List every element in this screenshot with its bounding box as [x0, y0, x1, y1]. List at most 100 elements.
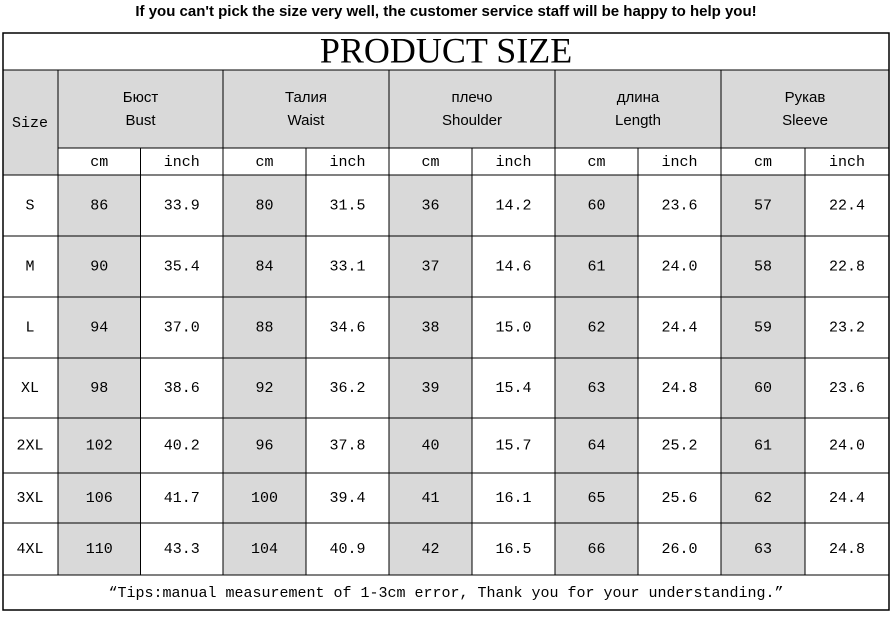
cm-column-bg: [223, 175, 306, 575]
value-cell: 39.4: [329, 490, 365, 507]
value-cell: 40: [421, 437, 439, 454]
value-cell: 38.6: [164, 380, 200, 397]
value-cell: 60: [587, 197, 605, 214]
value-cell: 40.2: [164, 437, 200, 454]
value-cell: 36: [421, 197, 439, 214]
value-cell: 24.4: [829, 490, 865, 507]
value-cell: 63: [754, 541, 772, 558]
value-cell: 66: [587, 541, 605, 558]
value-cell: 98: [90, 380, 108, 397]
group-header-bg: [721, 70, 889, 148]
title: PRODUCT SIZE: [320, 30, 572, 70]
value-cell: 15.4: [495, 380, 531, 397]
value-cell: 65: [587, 490, 605, 507]
size-label: Size: [12, 115, 48, 132]
unit-label: cm: [90, 154, 108, 171]
size-cell: S: [25, 197, 34, 214]
value-cell: 37.0: [164, 319, 200, 336]
column-en: Waist: [288, 112, 326, 129]
value-cell: 33.1: [329, 258, 365, 275]
column-en: Length: [615, 112, 661, 129]
value-cell: 37: [421, 258, 439, 275]
value-cell: 24.4: [661, 319, 697, 336]
unit-label: inch: [495, 154, 531, 171]
value-cell: 38: [421, 319, 439, 336]
group-header-bg: [389, 70, 555, 148]
column-en: Bust: [125, 112, 156, 129]
value-cell: 14.6: [495, 258, 531, 275]
value-cell: 43.3: [164, 541, 200, 558]
value-cell: 106: [86, 490, 113, 507]
cm-column-bg: [721, 175, 805, 575]
value-cell: 25.6: [661, 490, 697, 507]
value-cell: 24.8: [829, 541, 865, 558]
value-cell: 64: [587, 437, 605, 454]
unit-label: inch: [661, 154, 697, 171]
group-header-bg: [58, 70, 223, 148]
size-cell: 2XL: [16, 437, 43, 454]
value-cell: 62: [754, 490, 772, 507]
value-cell: 80: [255, 197, 273, 214]
column-ru: плечо: [452, 89, 493, 106]
value-cell: 57: [754, 197, 772, 214]
value-cell: 15.0: [495, 319, 531, 336]
value-cell: 90: [90, 258, 108, 275]
value-cell: 110: [86, 541, 113, 558]
group-header-bg: [555, 70, 721, 148]
value-cell: 14.2: [495, 197, 531, 214]
value-cell: 62: [587, 319, 605, 336]
value-cell: 26.0: [661, 541, 697, 558]
value-cell: 39: [421, 380, 439, 397]
value-cell: 36.2: [329, 380, 365, 397]
value-cell: 61: [587, 258, 605, 275]
value-cell: 86: [90, 197, 108, 214]
value-cell: 23.6: [661, 197, 697, 214]
notice: If you can't pick the size very well, th…: [135, 3, 756, 20]
value-cell: 96: [255, 437, 273, 454]
value-cell: 16.1: [495, 490, 531, 507]
value-cell: 63: [587, 380, 605, 397]
value-cell: 34.6: [329, 319, 365, 336]
column-ru: Талия: [285, 89, 327, 106]
value-cell: 33.9: [164, 197, 200, 214]
value-cell: 22.4: [829, 197, 865, 214]
value-cell: 104: [251, 541, 278, 558]
value-cell: 61: [754, 437, 772, 454]
value-cell: 60: [754, 380, 772, 397]
value-cell: 24.0: [829, 437, 865, 454]
value-cell: 94: [90, 319, 108, 336]
value-cell: 35.4: [164, 258, 200, 275]
value-cell: 41.7: [164, 490, 200, 507]
unit-label: cm: [587, 154, 605, 171]
value-cell: 92: [255, 380, 273, 397]
value-cell: 16.5: [495, 541, 531, 558]
value-cell: 41: [421, 490, 439, 507]
cm-column-bg: [58, 175, 141, 575]
column-en: Shoulder: [442, 112, 502, 129]
value-cell: 25.2: [661, 437, 697, 454]
column-ru: Бюст: [123, 89, 159, 106]
value-cell: 31.5: [329, 197, 365, 214]
column-ru: Рукав: [785, 89, 826, 106]
value-cell: 23.6: [829, 380, 865, 397]
size-cell: L: [25, 319, 34, 336]
value-cell: 24.0: [661, 258, 697, 275]
value-cell: 102: [86, 437, 113, 454]
column-ru: длина: [617, 89, 660, 106]
value-cell: 59: [754, 319, 772, 336]
size-cell: 3XL: [16, 490, 43, 507]
value-cell: 58: [754, 258, 772, 275]
unit-label: inch: [829, 154, 865, 171]
value-cell: 37.8: [329, 437, 365, 454]
column-en: Sleeve: [782, 112, 828, 129]
value-cell: 84: [255, 258, 273, 275]
unit-label: cm: [421, 154, 439, 171]
group-header-bg: [223, 70, 389, 148]
tip: “Tips:manual measurement of 1-3cm error,…: [108, 585, 783, 602]
cm-column-bg: [555, 175, 638, 575]
unit-label: cm: [754, 154, 772, 171]
unit-label: inch: [164, 154, 200, 171]
size-cell: XL: [21, 380, 39, 397]
size-cell: 4XL: [16, 541, 43, 558]
